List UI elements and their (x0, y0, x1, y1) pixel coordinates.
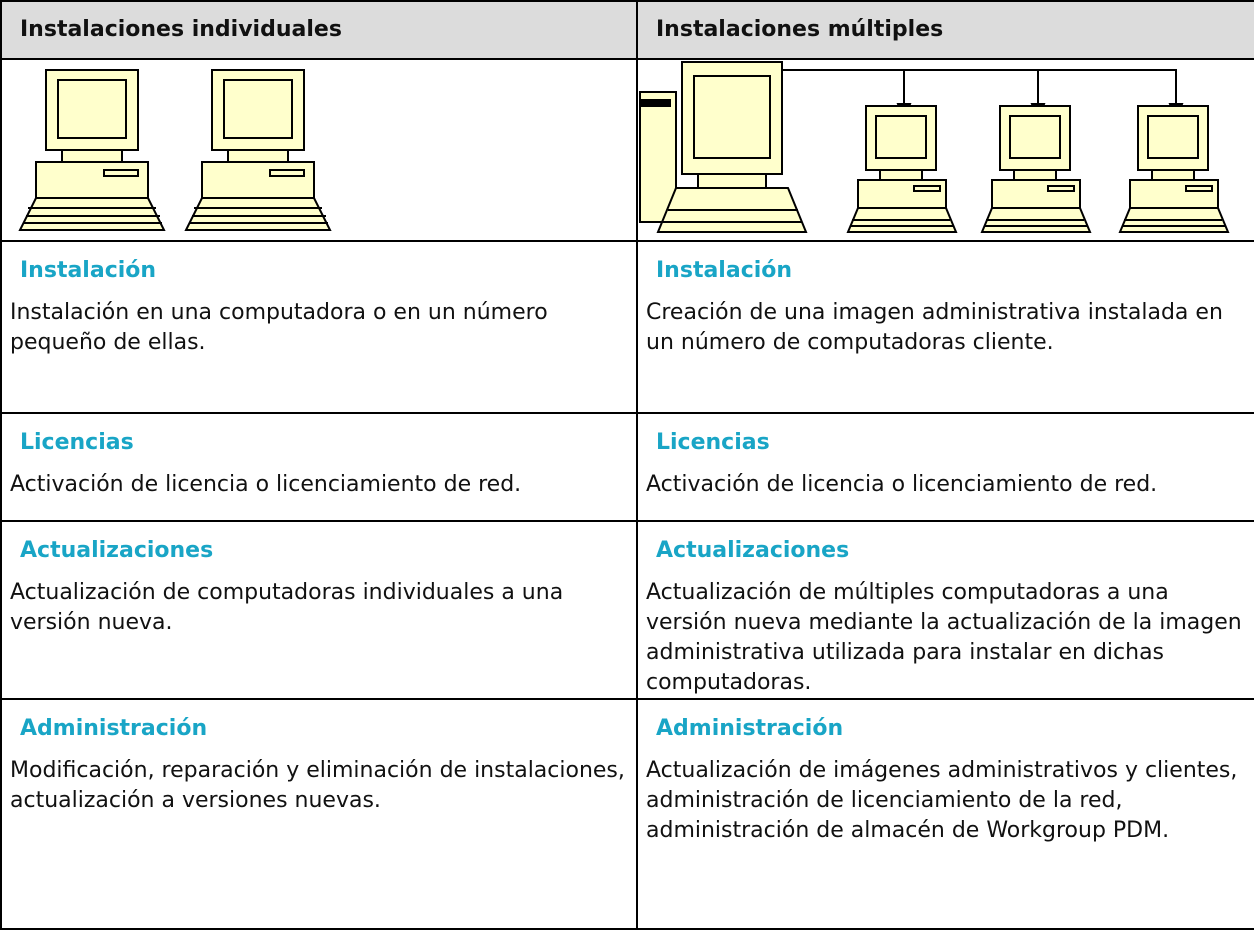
table-cell: Instalación Creación de una imagen admini… (636, 240, 1254, 414)
network-illustration (639, 61, 1229, 233)
computers-illustration (19, 69, 331, 231)
table-row: Licencias Activación de licencia o licenc… (0, 412, 1254, 522)
cell-text: Actualización de imágenes administrativo… (646, 758, 1238, 843)
computer-icon (847, 105, 957, 233)
table-row: Instalación Instalación en una computador… (0, 240, 1254, 414)
image-cell (0, 58, 638, 242)
cell-heading: Administración (20, 716, 208, 741)
image-row (0, 58, 1254, 242)
cell-text: Creación de una imagen administrativa in… (646, 300, 1223, 355)
cell-heading: Actualizaciones (656, 538, 850, 563)
cell-text: Activación de licencia o licenciamiento … (646, 472, 1158, 497)
cell-heading: Licencias (656, 430, 770, 455)
computer-icon (19, 69, 165, 231)
table-row: Administración Modificación, reparación y… (0, 698, 1254, 930)
cell-text: Modificación, reparación y eliminación d… (10, 758, 625, 813)
cell-heading: Licencias (20, 430, 134, 455)
cell-text: Instalación en una computadora o en un n… (10, 300, 548, 355)
table-cell: Actualizaciones Actualización de múltiple… (636, 520, 1254, 700)
header-cell: Instalaciones múltiples (636, 0, 1254, 60)
image-cell (636, 58, 1254, 242)
cell-text: Actualización de computadoras individual… (10, 580, 564, 635)
computer-icon (185, 69, 331, 231)
table-cell: Administración Actualización de imágenes … (636, 698, 1254, 930)
cell-heading: Actualizaciones (20, 538, 214, 563)
table-row: Actualizaciones Actualización de computad… (0, 520, 1254, 700)
computer-icon (1119, 105, 1229, 233)
cell-heading: Administración (656, 716, 844, 741)
table-cell: Administración Modificación, reparación y… (0, 698, 638, 930)
table-cell: Instalación Instalación en una computador… (0, 240, 638, 414)
server-icon (639, 61, 808, 233)
table-cell: Licencias Activación de licencia o licenc… (0, 412, 638, 522)
cell-text: Actualización de múltiples computadoras … (646, 580, 1242, 695)
cell-heading: Instalación (656, 258, 793, 283)
header-row: Instalaciones individuales Instalaciones… (0, 0, 1254, 60)
header-cell: Instalaciones individuales (0, 0, 638, 60)
table-cell: Actualizaciones Actualización de computad… (0, 520, 638, 700)
network-arrows (782, 69, 1184, 123)
table-cell: Licencias Activación de licencia o licenc… (636, 412, 1254, 522)
computer-icon (981, 105, 1091, 233)
cell-text: Activación de licencia o licenciamiento … (10, 472, 522, 497)
cell-heading: Instalación (20, 258, 157, 283)
